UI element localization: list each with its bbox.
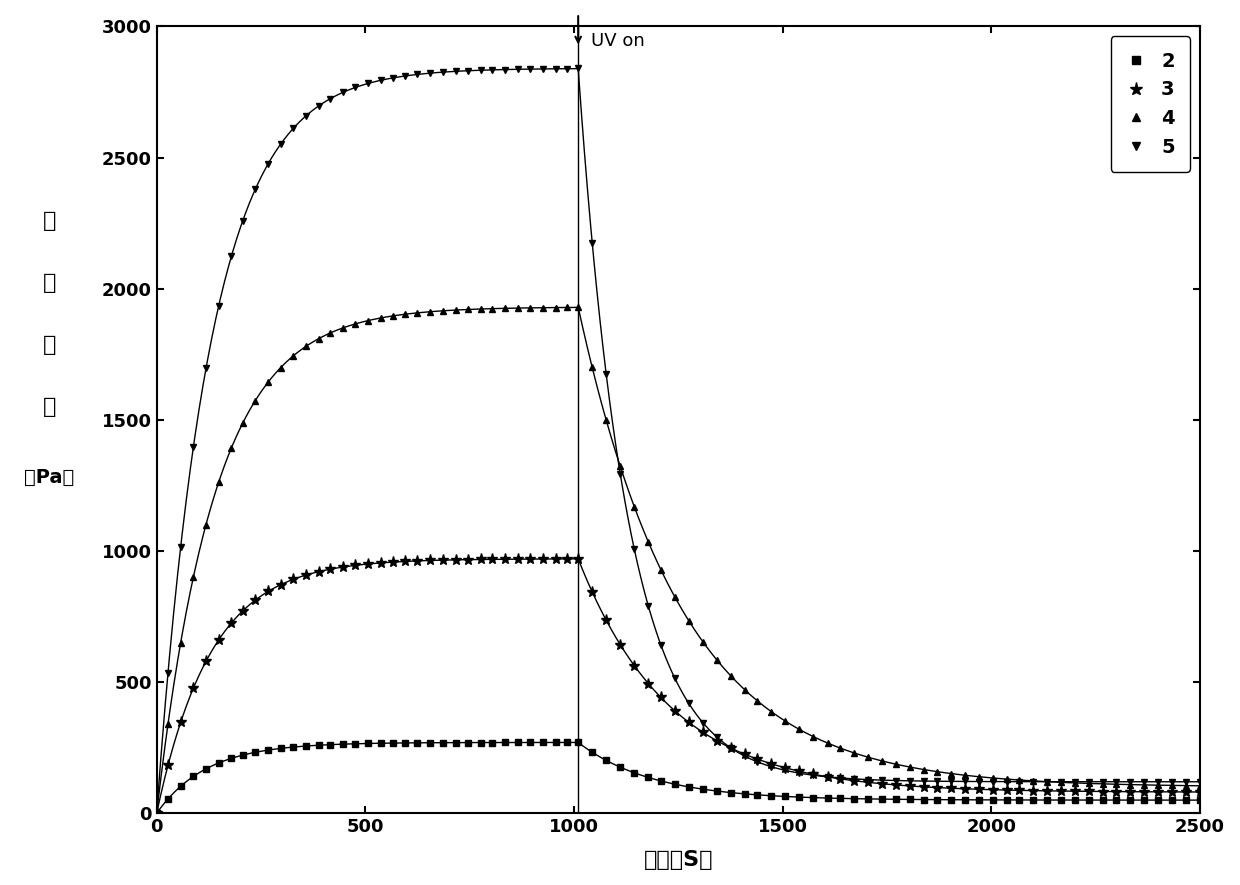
3 xyxy=(1083,786,1097,796)
5 xyxy=(599,369,614,380)
5 xyxy=(149,808,164,819)
5 xyxy=(861,774,875,785)
2 xyxy=(1193,795,1208,805)
4 xyxy=(599,415,614,426)
4 xyxy=(1193,781,1208,791)
5 xyxy=(764,761,779,772)
2 xyxy=(599,755,614,766)
Text: 储: 储 xyxy=(43,212,56,231)
5 xyxy=(570,63,585,73)
4 xyxy=(777,716,792,727)
5 xyxy=(1083,776,1097,787)
2 xyxy=(570,737,585,748)
5 xyxy=(820,772,835,782)
4 xyxy=(764,706,779,717)
Text: 量: 量 xyxy=(43,397,56,417)
4 xyxy=(149,808,164,819)
2 xyxy=(861,794,875,804)
2 xyxy=(764,790,779,801)
3 xyxy=(764,758,779,769)
Line: 5: 5 xyxy=(154,65,1204,817)
3 xyxy=(1193,787,1208,797)
3 xyxy=(820,772,835,782)
Legend: 2, 3, 4, 5: 2, 3, 4, 5 xyxy=(1111,36,1190,173)
Text: 模: 模 xyxy=(43,335,56,355)
2 xyxy=(149,808,164,819)
Line: 3: 3 xyxy=(151,553,1205,819)
3 xyxy=(149,808,164,819)
X-axis label: 时间（S）: 时间（S） xyxy=(644,850,713,870)
3 xyxy=(570,553,585,564)
Text: （Pa）: （Pa） xyxy=(25,468,74,488)
2 xyxy=(777,791,792,802)
4 xyxy=(861,752,875,763)
2 xyxy=(1083,795,1097,805)
Text: 能: 能 xyxy=(43,273,56,293)
Text: UV on: UV on xyxy=(590,32,645,50)
3 xyxy=(777,763,792,773)
Line: 4: 4 xyxy=(154,304,1204,817)
3 xyxy=(861,777,875,788)
4 xyxy=(570,302,585,312)
4 xyxy=(820,738,835,749)
3 xyxy=(599,615,614,626)
5 xyxy=(777,766,792,776)
5 xyxy=(1193,776,1208,787)
Line: 2: 2 xyxy=(154,739,1204,817)
2 xyxy=(820,793,835,804)
4 xyxy=(1083,778,1097,789)
